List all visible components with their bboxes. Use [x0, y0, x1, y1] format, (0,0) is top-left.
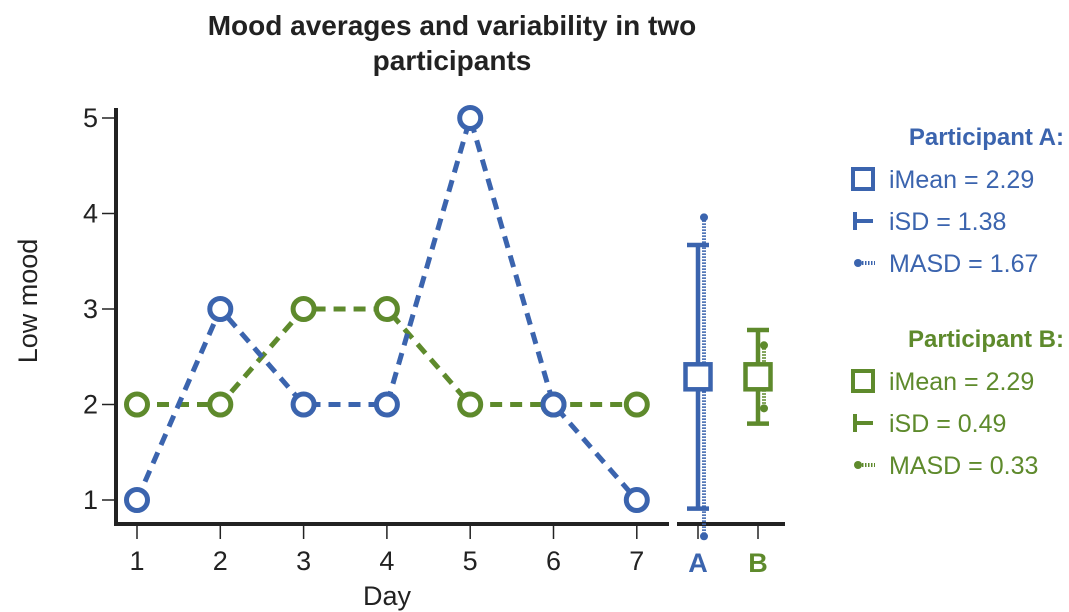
series-a-point: [457, 105, 484, 131]
chart-title-line-2: participants: [373, 45, 532, 76]
x-tick-label: 6: [546, 546, 561, 576]
series-b-point: [290, 296, 317, 322]
x-tick-label: 2: [213, 546, 228, 576]
x-tick-label: 5: [463, 546, 478, 576]
series-b-point: [373, 296, 400, 322]
legend-masd-a: MASD = 1.67: [889, 250, 1038, 278]
legend-masd-icon-a: [854, 259, 862, 267]
series-b-point: [623, 391, 650, 418]
legend-title-b: Participant B:: [908, 326, 1064, 353]
summary-label-a: A: [688, 548, 708, 578]
summary-label-b: B: [748, 548, 768, 578]
series-a-point: [207, 296, 234, 322]
series-b-point: [457, 391, 484, 418]
series-a-point: [124, 487, 150, 513]
series-a-point: [623, 487, 650, 513]
legend-imean-icon-a: [851, 167, 875, 191]
legend-imean-b: iMean = 2.29: [889, 368, 1034, 396]
x-tick-label: 7: [629, 546, 644, 576]
y-axis-label: Low mood: [13, 239, 43, 364]
x-tick-label: 1: [129, 546, 144, 576]
y-tick-label: 5: [83, 103, 98, 133]
x-tick-label: 3: [296, 546, 311, 576]
legend-imean-icon-b: [851, 369, 875, 393]
legend-masd-icon-b: [854, 461, 862, 469]
legend-imean-a: iMean = 2.29: [889, 166, 1034, 194]
series-a-point: [290, 391, 317, 418]
y-tick-label: 3: [83, 294, 98, 324]
x-tick-label: 4: [379, 546, 394, 576]
series-a-point: [540, 391, 567, 418]
series-b-point: [207, 391, 234, 418]
imean-box-a: [683, 362, 713, 392]
masd-endpoint-a: [700, 532, 708, 541]
legend-title-a: Participant A:: [909, 124, 1064, 151]
legend-masd-b: MASD = 0.33: [889, 452, 1038, 480]
x-axis-label: Day: [363, 581, 412, 611]
series-b-point: [124, 391, 150, 418]
imean-box-b: [743, 362, 773, 392]
plot-area: 1 2 3 4 5 1 2 3 4 5 6 7: [83, 103, 785, 576]
chart-title-line-1: Mood averages and variability in two: [208, 10, 697, 41]
masd-endpoint-b: [760, 404, 768, 413]
masd-endpoint-b: [760, 341, 768, 350]
y-tick-label: 4: [83, 199, 98, 229]
legend-isd-b: iSD = 0.49: [889, 410, 1006, 438]
series-a-point: [373, 391, 400, 418]
y-tick-label: 1: [83, 485, 98, 515]
legend-isd-a: iSD = 1.38: [889, 208, 1006, 236]
legend: Participant A: iMean = 2.29 iSD = 1.38 MASD…: [851, 124, 1064, 480]
masd-endpoint-a: [700, 213, 708, 222]
y-tick-label: 2: [83, 390, 98, 420]
